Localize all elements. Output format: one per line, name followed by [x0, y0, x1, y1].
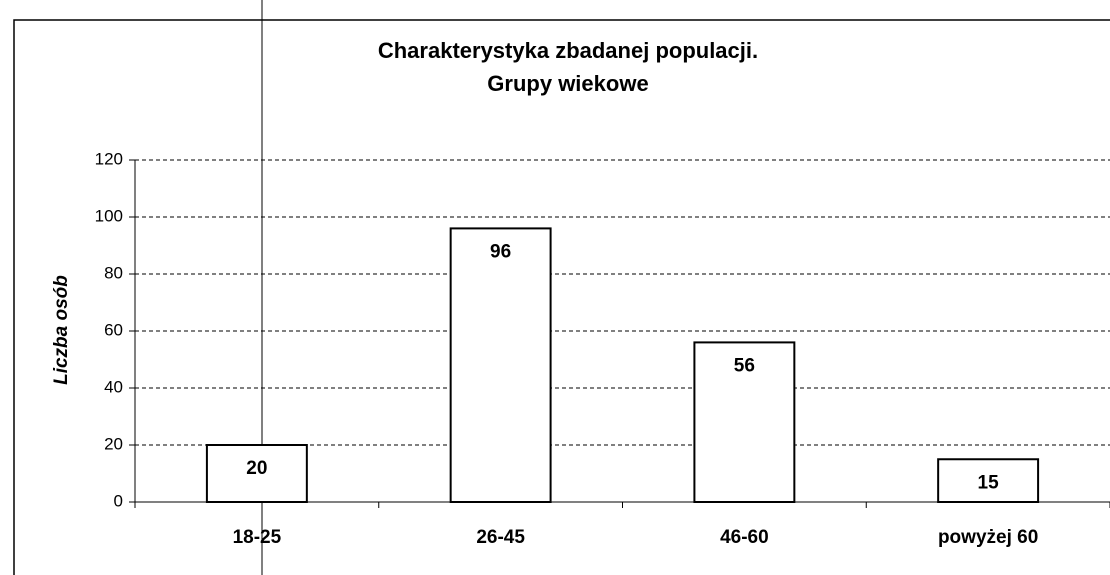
bar	[449, 227, 552, 503]
x-tick-label: powyżej 60	[938, 527, 1038, 548]
x-tick-label: 18-25	[233, 527, 282, 548]
data-label: 56	[734, 355, 755, 376]
y-tick-label: 60	[104, 320, 123, 339]
bar	[205, 444, 308, 503]
y-tick-label: 20	[104, 434, 123, 453]
y-tick-label: 80	[104, 263, 123, 282]
chart-title: Charakterystyka zbadanej populacji.	[378, 38, 758, 63]
y-tick-label: 0	[114, 491, 123, 510]
chart-subtitle: Grupy wiekowe	[487, 71, 648, 96]
data-label: 15	[978, 472, 1000, 493]
y-axis-label: Liczba osób	[51, 275, 72, 385]
bar	[937, 458, 1040, 503]
bar	[693, 341, 796, 503]
x-tick-label: 46-60	[720, 527, 769, 548]
chart-frame	[13, 19, 1110, 575]
y-tick-label: 100	[95, 206, 123, 225]
y-tick-label: 40	[104, 377, 123, 396]
data-label: 96	[490, 241, 511, 262]
data-label: 20	[246, 458, 267, 479]
y-tick-label: 120	[95, 149, 123, 168]
x-tick-label: 26-45	[476, 527, 525, 548]
